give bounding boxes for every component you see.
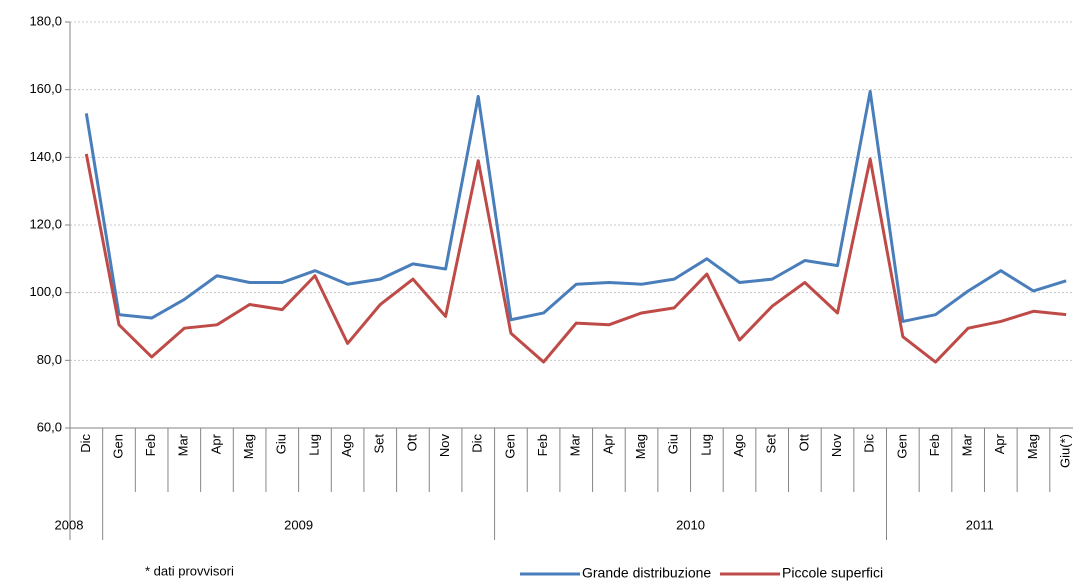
y-tick-label: 160,0 — [29, 81, 62, 96]
x-tick-label: Gen — [110, 434, 125, 459]
series-line — [84, 89, 1067, 323]
y-tick-label: 80,0 — [37, 352, 62, 367]
x-tick-label: Ago — [339, 434, 354, 457]
y-tick-label: 180,0 — [29, 13, 62, 28]
x-tick-label: Apr — [208, 433, 223, 454]
x-tick-label: Feb — [535, 434, 550, 456]
x-tick-label: Giu — [666, 434, 681, 454]
x-tick-label: Giu(*) — [1058, 434, 1073, 468]
footnote: * dati provvisori — [145, 563, 234, 578]
x-tick-label: Mag — [241, 434, 256, 459]
group-label: 2011 — [966, 517, 994, 532]
x-tick-label: Mar — [568, 433, 583, 456]
series-line — [84, 153, 1067, 364]
y-tick-label: 120,0 — [29, 216, 62, 231]
x-tick-label: Ott — [404, 434, 419, 452]
x-tick-label: Mar — [960, 433, 975, 456]
y-tick-label: 60,0 — [37, 419, 62, 434]
x-tick-label: Nov — [437, 434, 452, 458]
group-label: 2009 — [284, 517, 313, 532]
x-tick-label: Dic — [78, 434, 93, 453]
x-tick-label: Gen — [894, 434, 909, 459]
x-tick-label: Mag — [1025, 434, 1040, 459]
x-tick-label: Set — [372, 434, 387, 454]
x-tick-label: Feb — [143, 434, 158, 456]
x-tick-label: Set — [764, 434, 779, 454]
x-tick-label: Apr — [992, 433, 1007, 454]
x-tick-label: Dic — [862, 434, 877, 453]
x-tick-label: Giu — [274, 434, 289, 454]
x-tick-label: Dic — [470, 434, 485, 453]
group-label: 2010 — [676, 517, 705, 532]
y-tick-label: 140,0 — [29, 149, 62, 164]
y-tick-label: 100,0 — [29, 284, 62, 299]
x-tick-label: Feb — [927, 434, 942, 456]
x-tick-label: Apr — [600, 433, 615, 454]
legend-label: Grande distribuzione — [582, 565, 711, 581]
x-tick-label: Mag — [633, 434, 648, 459]
x-tick-label: Ago — [731, 434, 746, 457]
group-label: 2008 — [55, 517, 84, 532]
x-tick-label: Ott — [796, 434, 811, 452]
x-tick-label: Lug — [306, 434, 321, 456]
x-tick-label: Lug — [698, 434, 713, 456]
x-tick-label: Mar — [176, 433, 191, 456]
x-tick-label: Nov — [829, 434, 844, 458]
x-tick-label: Gen — [502, 434, 517, 459]
legend-label: Piccole superfici — [782, 565, 883, 581]
